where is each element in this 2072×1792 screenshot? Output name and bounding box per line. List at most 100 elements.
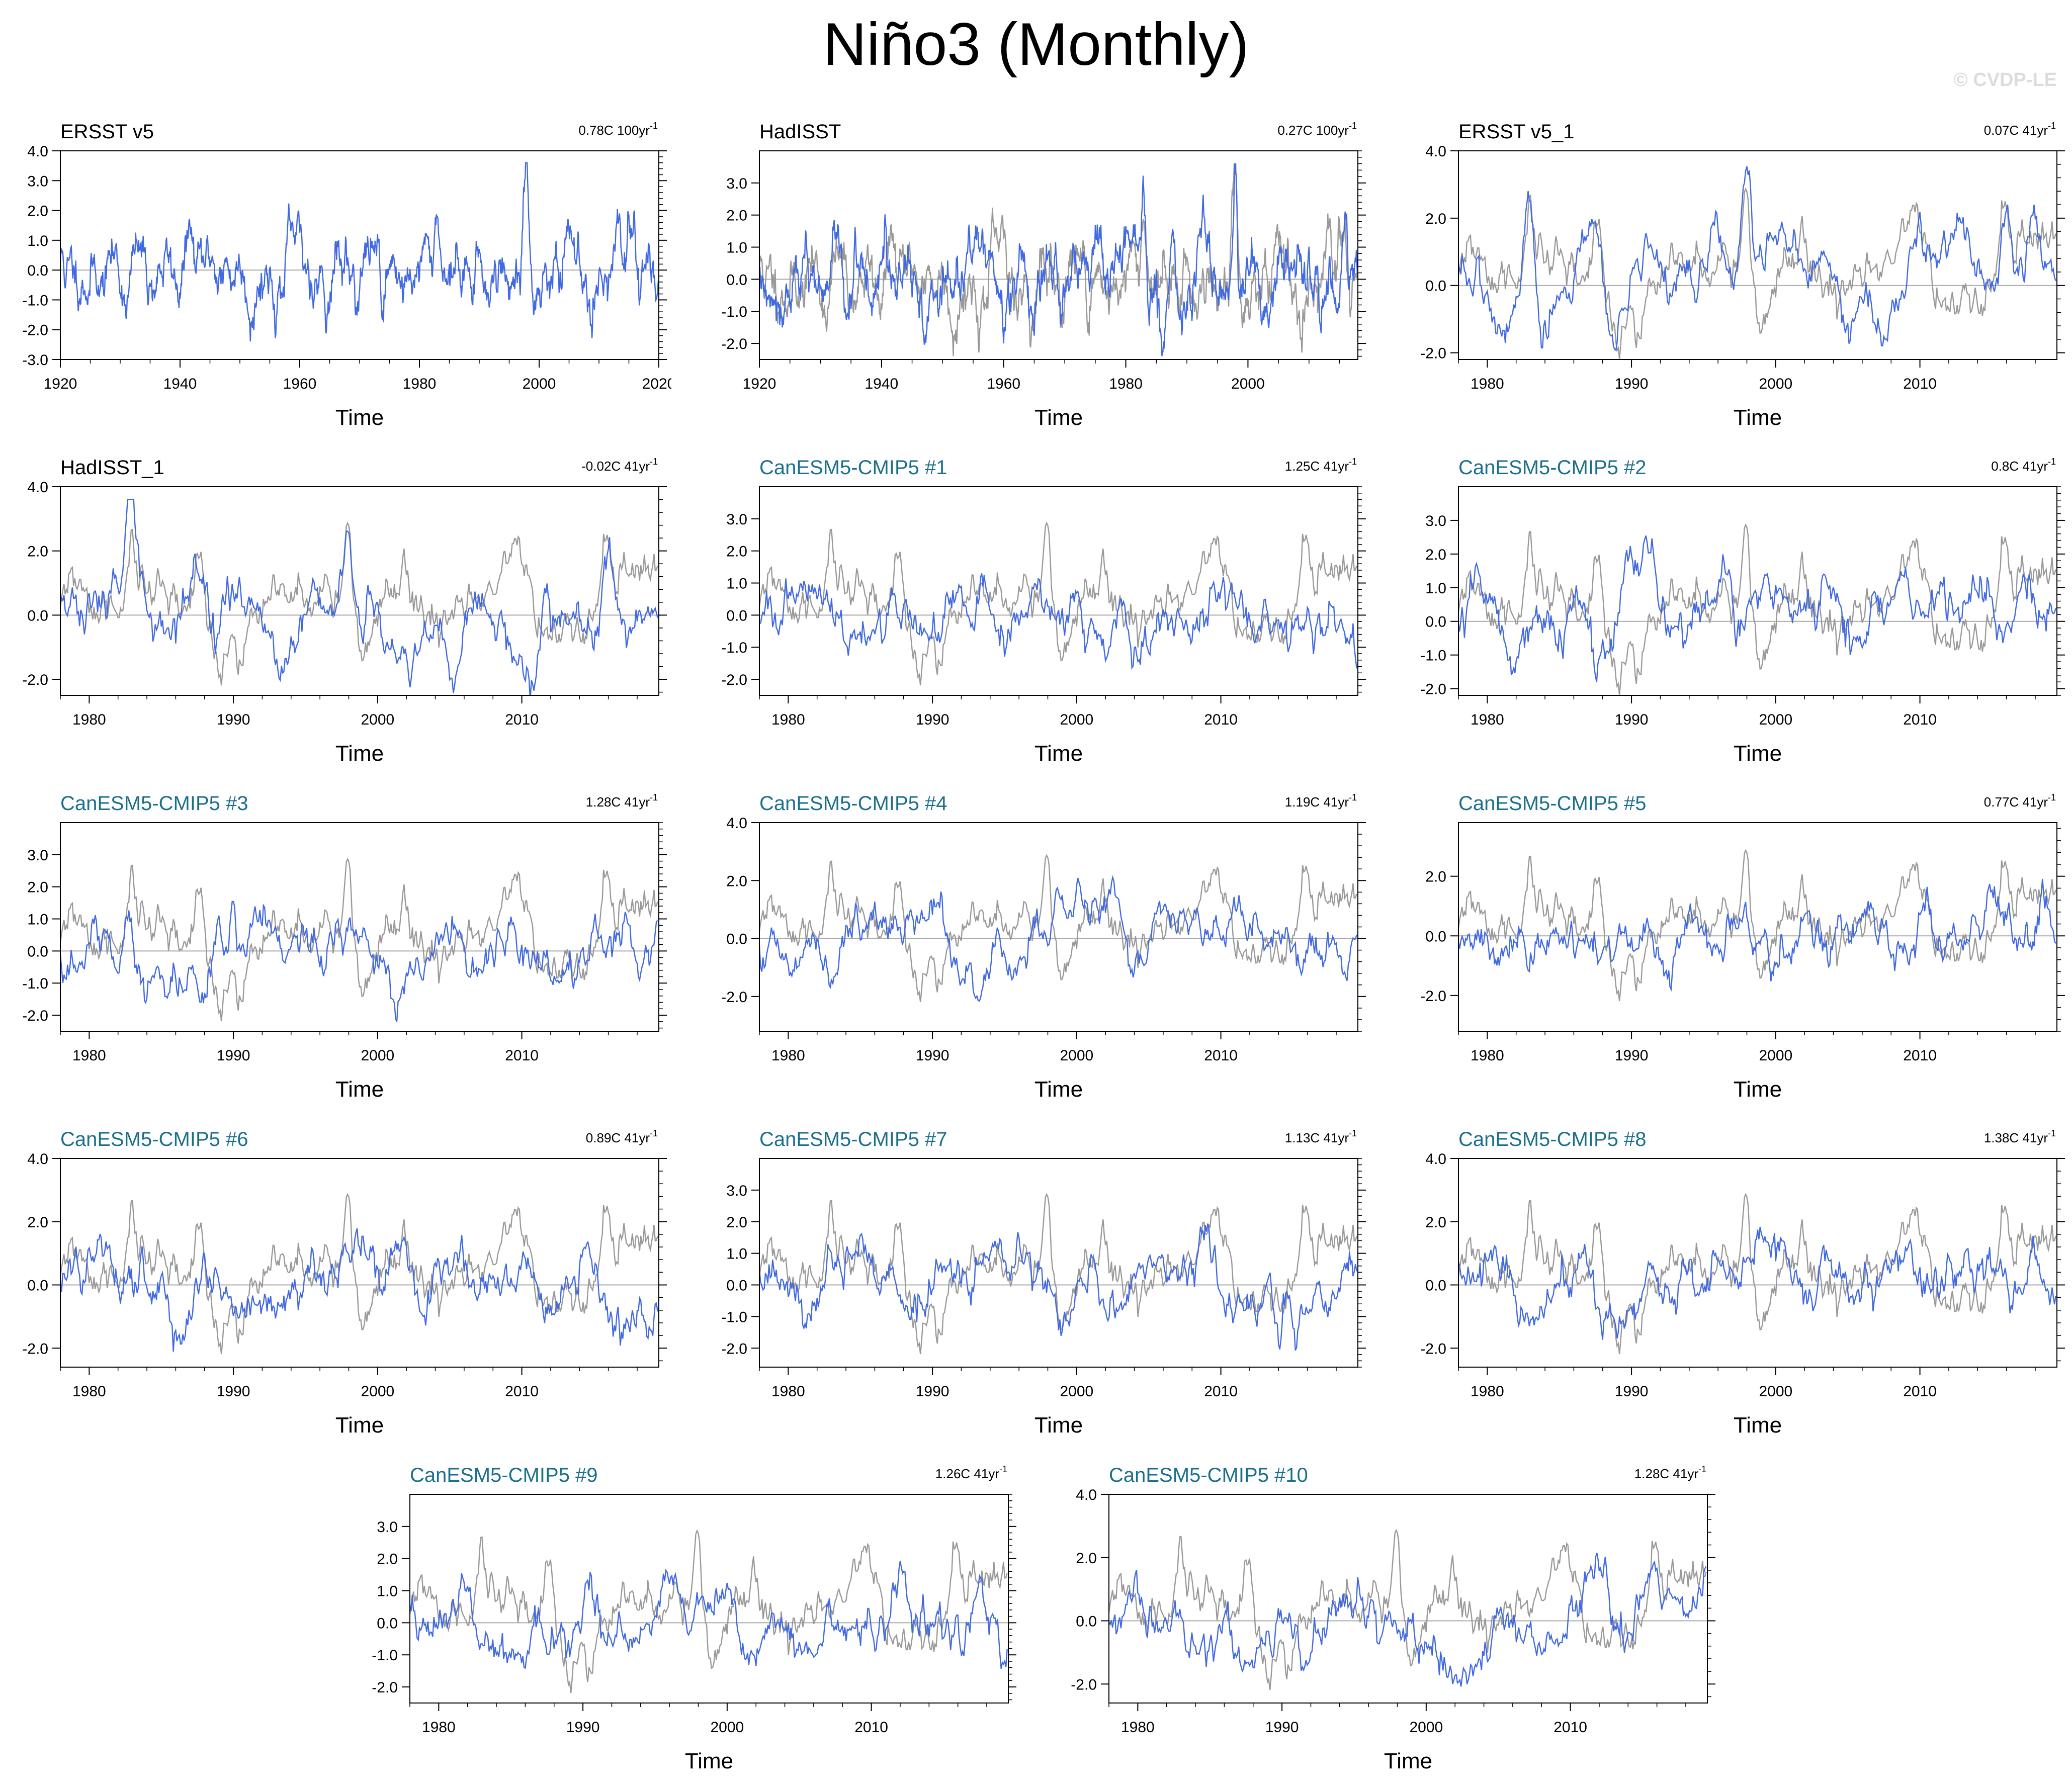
y-tick-label: -1.0 [721,640,747,656]
y-tick-label: 2.0 [27,879,48,896]
panel-title: ERSST v5 [60,121,154,143]
series-line-reference [410,1529,1008,1693]
panel-title: HadISST [759,121,841,143]
x-tick-label: 2000 [1060,711,1093,728]
chart-panel-10: CanESM5-CMIP5 #6 0.89C 41yr-1 -2.0 0.0 2.0 4.… [22,1128,667,1438]
y-tick-label: -2.0 [721,1340,747,1357]
trend-label: 1.26C 41yr-1 [935,1464,1007,1481]
y-tick-label: -2.0 [1071,1676,1097,1693]
y-tick-label: 1.0 [1425,580,1446,597]
series-line-primary [1458,1226,2056,1340]
x-tick-label: 1990 [916,1383,949,1400]
trend-label: 1.28C 41yr-1 [586,792,658,810]
y-tick-label: 0.0 [27,607,48,624]
x-tick-label: 1980 [1121,1719,1155,1736]
series-line-primary [1458,166,2056,351]
series-line-primary [759,1222,1357,1351]
series-line-reference [60,1193,658,1355]
x-tick-label: 1980 [72,1383,106,1400]
x-tick-label: 1980 [1471,1047,1504,1064]
x-tick-label: 1940 [163,376,197,392]
y-tick-label: -2.0 [1420,681,1446,698]
x-tick-label: 1990 [1615,711,1649,728]
chart-panel-7: CanESM5-CMIP5 #3 1.28C 41yr-1 -2.0 -1.0 0.0 1… [22,792,667,1102]
y-tick-label: 0.0 [1425,1278,1446,1294]
trend-label: 1.19C 41yr-1 [1285,792,1357,810]
trend-label: 1.28C 41yr-1 [1634,1464,1706,1481]
series-line-reference [759,163,1358,356]
y-tick-label: 0.0 [726,1278,747,1294]
x-tick-label: 2010 [1903,1383,1937,1400]
x-axis-label: Time [1734,405,1782,430]
x-axis-label: Time [1034,741,1083,766]
x-tick-label: 1980 [1471,711,1504,728]
series-line-primary [60,1228,658,1352]
y-tick-label: 0.0 [27,943,48,960]
series-line-primary [60,499,658,695]
y-tick-label: -3.0 [22,352,48,369]
y-tick-label: 3.0 [726,1183,747,1199]
y-tick-label: 1.0 [726,240,747,256]
plot-frame [60,150,659,360]
x-tick-label: 1990 [916,1047,949,1064]
trend-label: 0.78C 100yr-1 [578,121,658,138]
series-line-primary [60,901,658,1022]
y-tick-label: 2.0 [726,1214,747,1231]
x-tick-label: 1990 [217,711,250,728]
series-line-primary [1458,535,2056,682]
chart-panel-12: CanESM5-CMIP5 #8 1.38C 41yr-1 -2.0 0.0 2.0 4.… [1420,1128,2065,1438]
plot-frame [1458,1158,2057,1368]
x-tick-label: 2010 [1903,1047,1937,1064]
chart-panel-9: CanESM5-CMIP5 #5 0.77C 41yr-1 -2.0 0.0 2.0 19… [1420,792,2065,1102]
x-tick-label: 1990 [217,1383,250,1400]
y-tick-label: 2.0 [1425,1214,1446,1231]
chart-panel-2: HadISST 0.27C 100yr-1 -2.0 -1.0 0.0 1.0 2.0 3.0… [721,121,1366,430]
trend-label: 0.07C 41yr-1 [1984,121,2056,138]
y-tick-label: 1.0 [726,576,747,592]
panel-title: CanESM5-CMIP5 #9 [410,1464,597,1486]
x-axis-label: Time [335,1077,384,1102]
y-tick-label: -2.0 [22,672,48,688]
y-tick-label: 0.0 [1425,614,1446,631]
y-tick-label: 3.0 [1425,513,1446,529]
x-tick-label: 2000 [361,1383,394,1400]
y-tick-label: 0.0 [27,1278,48,1294]
x-tick-label: 1990 [1615,1383,1649,1400]
x-tick-label: 2020 [642,376,671,392]
trend-label: 1.13C 41yr-1 [1285,1128,1357,1145]
series-line-primary [60,162,659,342]
chart-panel-8: CanESM5-CMIP5 #4 1.19C 41yr-1 -2.0 0.0 2.0 4.… [721,792,1366,1102]
y-tick-label: 3.0 [27,173,48,190]
chart-panel-6: CanESM5-CMIP5 #2 0.8C 41yr-1 -2.0 -1.0 0.0 1.… [1420,457,2065,766]
y-tick-label: 2.0 [1076,1550,1097,1567]
plot-frame [60,822,659,1032]
y-tick-label: 2.0 [27,203,48,220]
x-tick-label: 1980 [771,1047,805,1064]
chart-panel-13: CanESM5-CMIP5 #9 1.26C 41yr-1 -2.0 -1.0 0.0 1… [372,1464,1016,1773]
x-tick-label: 2010 [1903,711,1937,728]
x-tick-label: 2000 [523,376,556,392]
y-tick-label: 4.0 [1425,1151,1446,1168]
plot-frame [1458,150,2057,360]
plot-frame [60,1158,659,1368]
trend-label: 0.27C 100yr-1 [1277,121,1357,138]
x-tick-label: 2010 [1204,1047,1238,1064]
x-tick-label: 1940 [865,376,898,392]
y-tick-label: 2.0 [27,544,48,560]
y-tick-label: 2.0 [27,1214,48,1231]
trend-label: 0.77C 41yr-1 [1984,792,2056,810]
series-line-reference [1458,1193,2056,1355]
series-line-primary [1109,1553,1707,1687]
x-tick-label: 1920 [743,376,776,392]
y-tick-label: -2.0 [22,322,48,339]
x-tick-label: 2010 [505,1047,539,1064]
panel-title: CanESM5-CMIP5 #8 [1458,1128,1646,1150]
y-tick-label: -2.0 [1420,988,1446,1005]
x-tick-label: 2000 [1759,1383,1792,1400]
x-tick-label: 1980 [1109,376,1143,392]
x-axis-label: Time [1734,741,1782,766]
x-tick-label: 1980 [72,1047,106,1064]
y-tick-label: 4.0 [1076,1487,1097,1503]
x-axis-label: Time [1034,1413,1083,1438]
